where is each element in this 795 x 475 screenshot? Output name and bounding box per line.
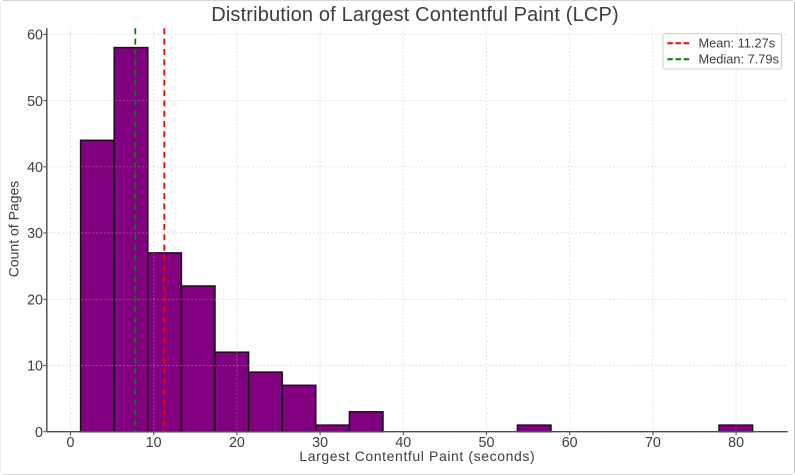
svg-text:30: 30 xyxy=(312,435,328,451)
svg-text:60: 60 xyxy=(562,435,578,451)
svg-text:40: 40 xyxy=(27,160,43,176)
svg-text:80: 80 xyxy=(728,435,744,451)
svg-text:Mean: 11.27s: Mean: 11.27s xyxy=(699,36,776,51)
svg-text:10: 10 xyxy=(146,435,162,451)
svg-text:70: 70 xyxy=(645,435,661,451)
svg-text:0: 0 xyxy=(67,435,75,451)
svg-text:Distribution of Largest Conten: Distribution of Largest Contentful Paint… xyxy=(211,4,619,26)
svg-text:60: 60 xyxy=(27,28,43,44)
svg-text:20: 20 xyxy=(27,293,43,309)
svg-text:20: 20 xyxy=(229,435,245,451)
svg-text:50: 50 xyxy=(479,435,495,451)
svg-text:Largest Contentful Paint (seco: Largest Contentful Paint (seconds) xyxy=(299,448,535,464)
svg-text:Median: 7.79s: Median: 7.79s xyxy=(699,52,779,67)
svg-text:30: 30 xyxy=(27,226,43,242)
svg-text:40: 40 xyxy=(395,435,411,451)
svg-text:10: 10 xyxy=(27,359,43,375)
svg-text:50: 50 xyxy=(27,94,43,110)
svg-text:0: 0 xyxy=(35,425,43,441)
svg-text:Count of Pages: Count of Pages xyxy=(6,181,22,278)
